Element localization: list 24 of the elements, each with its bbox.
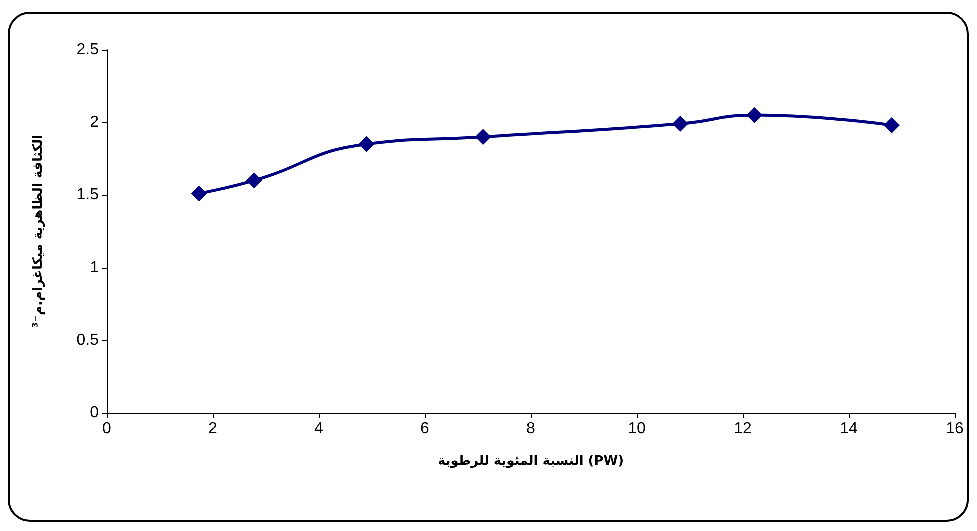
x-tick-label: 6 <box>420 420 430 438</box>
y-tick-label: 1.5 <box>76 186 100 204</box>
point <box>672 116 688 132</box>
x-tick-label: 16 <box>946 420 964 438</box>
y-tick-label: 0 <box>90 404 100 422</box>
y-axis-title: الكثافة الظاهرية ميكاغرام.م⁻³ <box>31 134 46 328</box>
x-tick-label: 8 <box>526 420 536 438</box>
x-tick-label: 10 <box>628 420 646 438</box>
point <box>475 129 492 146</box>
y-tick-label: 2.5 <box>76 42 100 58</box>
x-tick-label: 2 <box>208 420 218 438</box>
x-tick-label: 4 <box>314 420 324 438</box>
y-tick-label: 2 <box>90 114 100 132</box>
x-tick-label: 0 <box>102 420 112 438</box>
y-tick-label: 1 <box>90 259 100 276</box>
point <box>884 118 900 134</box>
point <box>746 107 763 124</box>
x-axis-title: النسبة المئوية للرطوبة (PW) <box>438 454 624 469</box>
x-tick-label: 12 <box>734 420 752 438</box>
point <box>191 186 208 202</box>
point <box>246 172 262 189</box>
point <box>358 136 375 152</box>
x-tick-label: 14 <box>840 420 858 438</box>
y-tick-label: 0.5 <box>76 332 100 349</box>
